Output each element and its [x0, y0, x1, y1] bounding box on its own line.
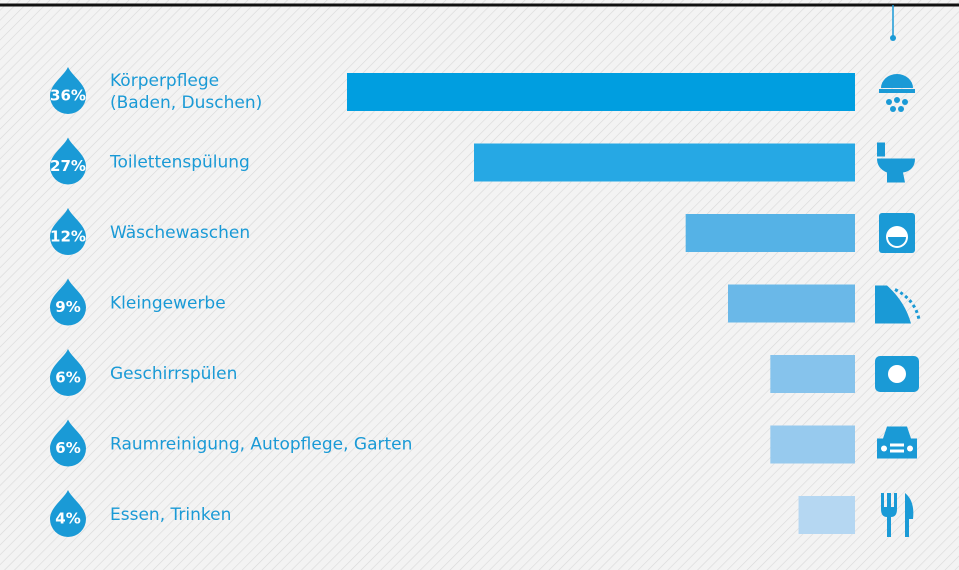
category-label: Wäschewaschen	[110, 223, 250, 243]
pointer-dot	[890, 35, 896, 41]
icon-part	[881, 74, 913, 88]
icon-part	[877, 142, 885, 157]
icon-part	[890, 443, 904, 447]
icon-part	[902, 99, 908, 105]
icon-part	[898, 106, 904, 112]
icon	[881, 493, 914, 537]
value-label: 6%	[55, 369, 80, 387]
icon	[879, 74, 915, 112]
icon-part	[877, 426, 917, 459]
drop	[50, 490, 86, 537]
category-label: Körperpflege (Baden, Duschen)	[110, 71, 262, 113]
icon-part	[875, 285, 911, 324]
value-label: 4%	[55, 510, 80, 528]
drop	[50, 278, 86, 326]
bar	[798, 496, 855, 534]
icon-part	[877, 158, 915, 183]
value-label: 36%	[50, 87, 86, 105]
category-label: Toilettenspülung	[109, 153, 250, 173]
icon	[875, 356, 919, 392]
icon	[875, 285, 921, 324]
bar	[685, 214, 855, 252]
value-label: 12%	[50, 228, 86, 246]
drop	[50, 137, 86, 185]
icon-part	[881, 445, 887, 452]
bar	[770, 355, 855, 393]
drop	[50, 67, 86, 114]
icon-part	[881, 493, 897, 537]
icon-part	[879, 89, 915, 93]
icon-part	[890, 106, 896, 112]
icon-part	[888, 365, 906, 383]
drop	[50, 349, 86, 396]
icon	[877, 142, 915, 183]
value-label: 27%	[50, 157, 86, 175]
category-label: Raumreinigung, Autopflege, Garten	[110, 435, 412, 455]
icon-part	[905, 493, 914, 537]
drop	[50, 208, 86, 255]
icon-part	[894, 288, 921, 320]
category-label: Kleingewerbe	[110, 294, 226, 314]
bar	[347, 73, 855, 111]
value-label: 6%	[55, 439, 80, 457]
icon-part	[907, 445, 913, 452]
icon-part	[886, 99, 892, 105]
bar	[474, 143, 855, 182]
icon	[879, 213, 915, 253]
bar	[728, 284, 855, 323]
icon-part	[888, 237, 906, 246]
value-label: 9%	[55, 298, 80, 316]
bar	[770, 425, 855, 464]
category-label: Geschirrspülen	[110, 364, 237, 384]
icon-part	[890, 449, 904, 453]
drop	[50, 419, 86, 467]
category-label: Essen, Trinken	[110, 505, 231, 525]
icon	[877, 426, 917, 459]
icon-part	[894, 97, 900, 103]
